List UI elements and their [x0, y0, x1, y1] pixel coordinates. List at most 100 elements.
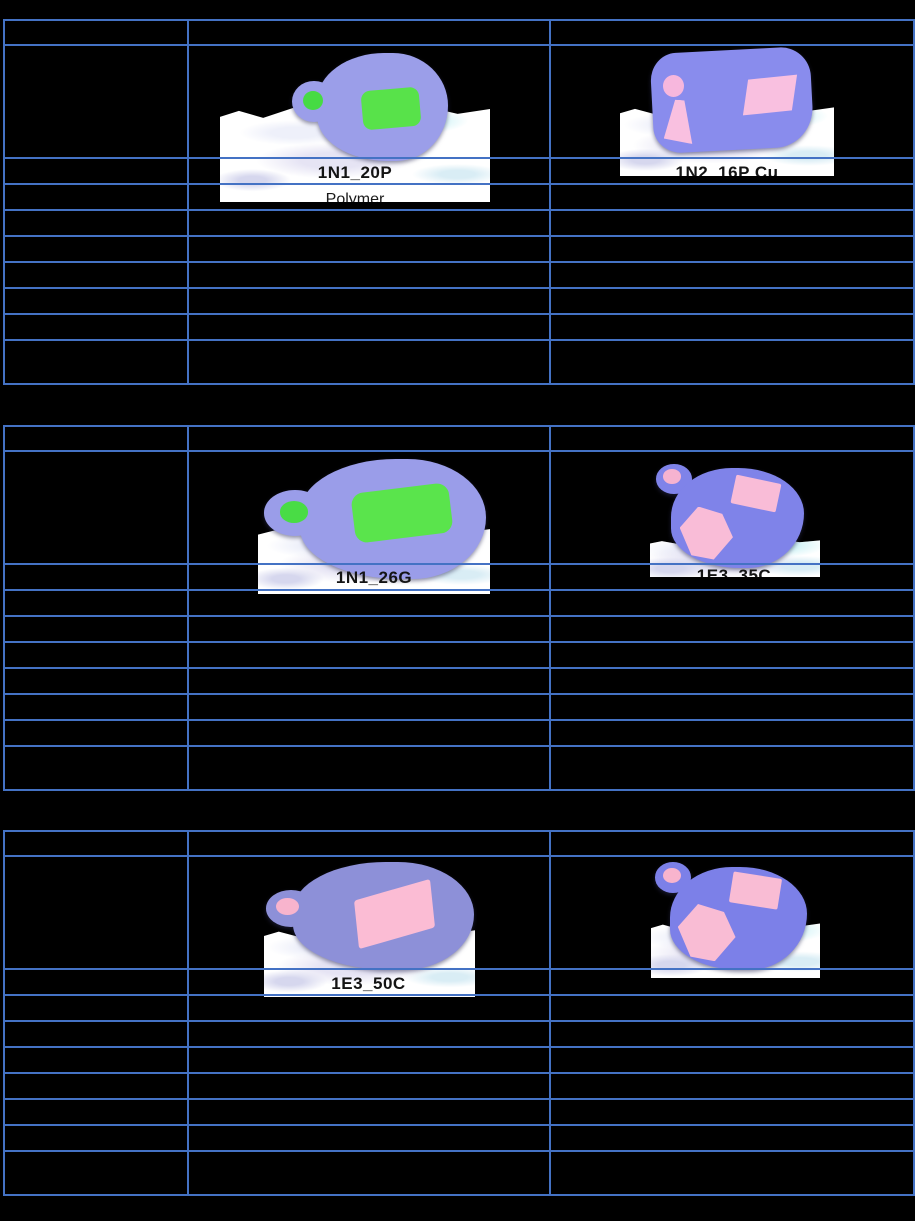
table-row	[3, 1020, 915, 1048]
empty-cell	[3, 667, 189, 695]
empty-cell	[187, 425, 551, 452]
empty-cell	[3, 1098, 189, 1126]
empty-cell	[187, 339, 551, 385]
empty-cell	[187, 615, 551, 643]
table-row	[3, 968, 915, 996]
empty-cell	[187, 209, 551, 237]
empty-cell	[3, 968, 189, 996]
empty-cell	[187, 641, 551, 669]
table-row	[3, 745, 915, 791]
empty-cell	[3, 19, 189, 46]
empty-cell	[187, 745, 551, 791]
empty-cell	[3, 1020, 189, 1048]
empty-cell	[549, 968, 915, 996]
empty-cell	[187, 1046, 551, 1074]
empty-cell	[549, 1046, 915, 1074]
empty-cell	[549, 1098, 915, 1126]
table-row	[3, 693, 915, 721]
empty-cell	[3, 693, 189, 721]
table-row	[3, 1046, 915, 1074]
empty-cell	[3, 339, 189, 385]
table-row	[3, 589, 915, 617]
empty-cell	[187, 1098, 551, 1126]
empty-cell	[3, 563, 189, 591]
table-row	[3, 450, 915, 565]
empty-cell	[187, 667, 551, 695]
table-row	[3, 261, 915, 289]
empty-cell	[549, 1020, 915, 1048]
table-row	[3, 615, 915, 643]
table-row	[3, 641, 915, 669]
empty-cell	[187, 157, 551, 185]
table-row	[3, 44, 915, 159]
table-row	[3, 425, 915, 452]
empty-cell	[549, 994, 915, 1022]
empty-cell	[549, 1072, 915, 1100]
empty-cell	[187, 830, 551, 857]
empty-cell	[3, 1150, 189, 1196]
empty-cell	[3, 157, 189, 185]
empty-cell	[3, 313, 189, 341]
image-cell	[549, 44, 915, 159]
empty-cell	[549, 693, 915, 721]
empty-cell	[187, 261, 551, 289]
empty-cell	[3, 261, 189, 289]
empty-cell	[549, 719, 915, 747]
table-row	[3, 235, 915, 263]
empty-cell	[187, 1124, 551, 1152]
specimen-table-3	[3, 830, 915, 1196]
table-row	[3, 1124, 915, 1152]
empty-cell	[3, 1124, 189, 1152]
empty-cell	[3, 719, 189, 747]
empty-cell	[3, 287, 189, 315]
table-row	[3, 19, 915, 46]
empty-cell	[3, 1072, 189, 1100]
empty-cell	[187, 235, 551, 263]
image-cell	[549, 450, 915, 565]
empty-cell	[187, 563, 551, 591]
empty-cell	[549, 563, 915, 591]
empty-cell	[3, 209, 189, 237]
empty-cell	[549, 183, 915, 211]
empty-cell	[187, 1020, 551, 1048]
empty-cell	[187, 693, 551, 721]
empty-cell	[3, 641, 189, 669]
empty-cell	[549, 425, 915, 452]
empty-cell	[549, 209, 915, 237]
empty-cell	[549, 1150, 915, 1196]
empty-cell	[187, 1072, 551, 1100]
table-row	[3, 287, 915, 315]
empty-cell	[549, 1124, 915, 1152]
empty-cell	[549, 19, 915, 46]
image-cell	[187, 44, 551, 159]
empty-cell	[549, 287, 915, 315]
empty-cell	[3, 425, 189, 452]
table-row	[3, 157, 915, 185]
empty-cell	[549, 235, 915, 263]
table-row	[3, 1098, 915, 1126]
empty-cell	[549, 615, 915, 643]
empty-cell	[3, 1046, 189, 1074]
empty-cell	[187, 313, 551, 341]
specimen-table-1	[3, 19, 915, 385]
empty-cell	[3, 183, 189, 211]
table-row	[3, 209, 915, 237]
empty-cell	[187, 183, 551, 211]
empty-cell	[187, 1150, 551, 1196]
empty-cell	[3, 615, 189, 643]
empty-cell	[187, 287, 551, 315]
empty-cell	[3, 235, 189, 263]
specimen-table-2	[3, 425, 915, 791]
image-cell	[187, 855, 551, 970]
table-row	[3, 667, 915, 695]
empty-cell	[187, 994, 551, 1022]
empty-cell	[549, 589, 915, 617]
empty-cell	[3, 450, 189, 565]
table-row	[3, 855, 915, 970]
empty-cell	[549, 313, 915, 341]
empty-cell	[549, 261, 915, 289]
empty-cell	[187, 19, 551, 46]
image-cell	[187, 450, 551, 565]
empty-cell	[549, 339, 915, 385]
empty-cell	[549, 641, 915, 669]
